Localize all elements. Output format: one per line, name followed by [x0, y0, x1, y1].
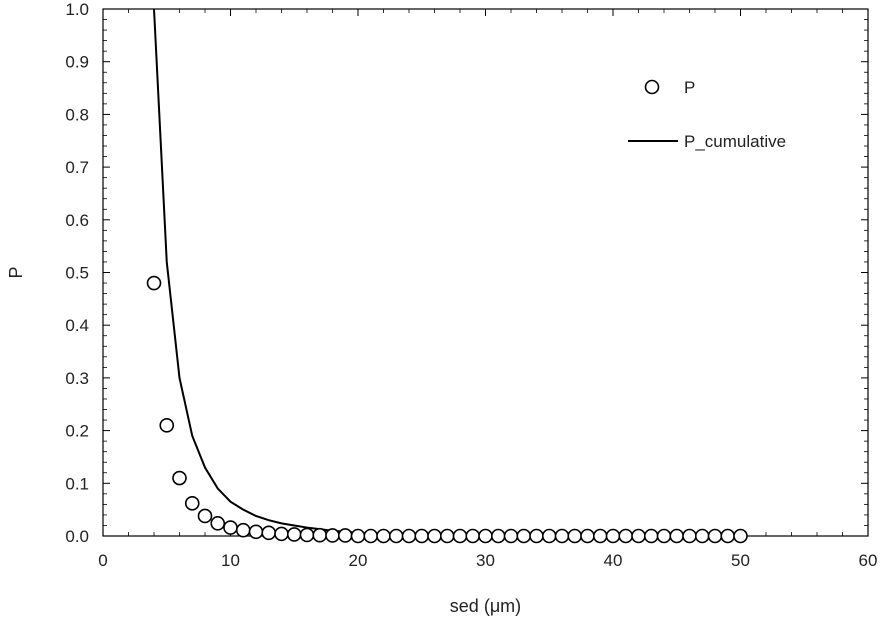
x-tick-label: 30 — [476, 551, 495, 570]
data-point-P — [682, 528, 697, 544]
y-tick-label: 0.7 — [65, 158, 89, 177]
data-point-P — [733, 528, 748, 544]
x-tick-label: 0 — [98, 551, 107, 570]
data-point-P — [567, 528, 583, 544]
data-point-P — [605, 528, 621, 544]
y-tick-label: 0.2 — [65, 422, 89, 441]
data-point-P — [631, 528, 646, 544]
data-point-P — [197, 508, 213, 524]
data-point-P — [669, 528, 685, 544]
data-point-P — [388, 528, 404, 544]
plot-layer: 0 10 20 30 40 50 60 0.0 0.1 0.2 0.3 0.4 0.5 0.6 0.7 0.8… — [6, 0, 877, 616]
legend-label: P_cumulative — [684, 132, 786, 151]
y-tick-label: 0.1 — [65, 474, 89, 493]
data-point-P — [146, 275, 162, 291]
y-tick-label: 1.0 — [65, 0, 89, 19]
data-point-P — [439, 528, 455, 544]
data-point-P — [452, 528, 468, 544]
data-point-P — [707, 528, 723, 544]
data-point-P — [261, 525, 277, 541]
data-point-P — [541, 528, 557, 544]
data-point-P — [184, 496, 200, 511]
data-point-P — [248, 524, 264, 540]
y-tick-label: 0.8 — [65, 105, 89, 124]
data-point-P — [223, 520, 238, 535]
data-point-P — [720, 528, 736, 544]
y-tick-label: 0.4 — [65, 316, 89, 335]
x-axis-title: sed (μm) — [450, 596, 521, 616]
data-point-P — [478, 528, 493, 544]
data-point-P — [656, 528, 672, 544]
data-point-P — [325, 528, 340, 543]
data-point-P — [401, 528, 417, 544]
data-point-P — [235, 522, 251, 538]
data-point-P — [210, 516, 226, 531]
data-point-P — [694, 528, 710, 544]
data-point-P — [643, 528, 659, 544]
data-point-P — [363, 528, 379, 544]
x-tick-label: 40 — [604, 551, 623, 570]
data-point-P — [618, 528, 634, 544]
data-point-P — [350, 528, 366, 544]
legend-marker-P — [644, 79, 660, 95]
data-point-P — [554, 528, 570, 544]
data-point-P — [172, 470, 187, 486]
data-point-P — [580, 528, 595, 544]
plot-frame — [102, 8, 869, 537]
data-point-P — [337, 528, 353, 543]
data-point-P — [312, 527, 328, 543]
y-tick-label: 0.5 — [65, 264, 89, 283]
x-tick-label: 60 — [859, 551, 878, 570]
y-tick-label: 0.9 — [65, 53, 89, 72]
data-point-P — [465, 528, 481, 544]
data-point-P — [159, 418, 175, 433]
data-point-P — [503, 528, 519, 544]
y-tick-label: 0.0 — [65, 527, 89, 546]
y-tick-label: 0.6 — [65, 211, 89, 230]
data-point-P — [376, 528, 391, 544]
data-point-P — [414, 528, 430, 544]
x-tick-label: 10 — [221, 551, 240, 570]
data-point-P — [529, 528, 544, 544]
data-point-P — [286, 527, 302, 542]
legend-label: P — [684, 78, 695, 97]
data-point-P — [299, 527, 315, 543]
data-point-P — [490, 528, 506, 544]
x-tick-label: 50 — [731, 551, 750, 570]
data-point-P — [516, 528, 532, 544]
data-point-P — [274, 526, 289, 542]
y-tick-label: 0.3 — [65, 369, 89, 388]
data-point-P — [427, 528, 442, 544]
x-tick-label: 20 — [349, 551, 368, 570]
data-point-P — [592, 528, 608, 544]
y-axis-title: P — [6, 266, 26, 278]
